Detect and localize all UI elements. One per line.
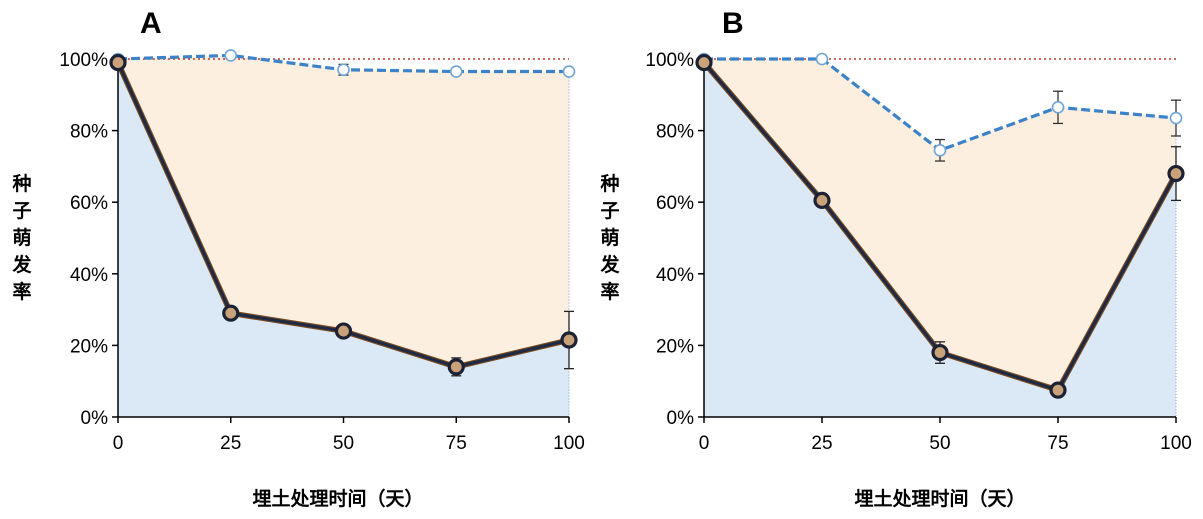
- y-tick-label: 100%: [645, 50, 694, 71]
- x-tick-label: 75: [446, 433, 467, 454]
- x-tick-label: 25: [811, 433, 832, 454]
- y-axis-label-char: 子: [12, 200, 31, 222]
- series-2-point: [813, 191, 831, 210]
- panel-b: 0% 20% 40% 60% 80% 100% 0 25 50 75 100 B 种子萌发率埋土处理时间…: [599, 7, 1191, 510]
- series-1-point: [815, 52, 829, 66]
- y-tick-label: 80%: [70, 122, 108, 143]
- upper-area-fill: [118, 55, 569, 367]
- series-2-point: [222, 304, 240, 322]
- y-tick-label: 40%: [70, 265, 108, 286]
- y-axis-label-char: 萌: [12, 226, 31, 249]
- lower-area-fill: [118, 62, 569, 417]
- x-tick-label: 100: [1160, 433, 1192, 454]
- y-axis-label-char: 发: [11, 253, 32, 276]
- x-tick-label: 25: [220, 433, 241, 454]
- y-axis-label-char: 率: [600, 280, 619, 303]
- x-tick-label: 0: [699, 433, 710, 454]
- y-tick-label: 0%: [81, 408, 109, 429]
- series-2-point: [1049, 381, 1067, 399]
- y-tick-label: 60%: [70, 193, 108, 214]
- y-tick-label: 60%: [656, 193, 694, 214]
- panel-label: B: [722, 7, 744, 40]
- y-axis-label-char: 种: [599, 173, 619, 195]
- x-axis-label: 埋土处理时间（天）: [252, 487, 423, 510]
- x-tick-label: 0: [113, 433, 124, 454]
- y-axis-label-char: 子: [600, 200, 619, 222]
- y-tick-label: 80%: [656, 122, 694, 143]
- series-1-point: [337, 63, 350, 77]
- panel-a: 0% 20% 40% 60% 80% 100% 0 25 50 75 100 A 种子萌发率埋土处理时间…: [11, 7, 584, 510]
- y-tick-label: 100%: [59, 50, 108, 71]
- series-2-point: [931, 343, 949, 362]
- upper-area-fill: [704, 59, 1176, 391]
- y-tick-label: 0%: [667, 408, 695, 429]
- x-tick-label: 50: [333, 433, 354, 454]
- series-1-point: [449, 65, 463, 78]
- series-2-point: [1167, 164, 1185, 183]
- y-axis-label-char: 萌: [600, 226, 619, 249]
- x-tick-label: 100: [553, 433, 585, 454]
- series-1-point: [224, 49, 238, 62]
- y-tick-label: 20%: [656, 336, 694, 357]
- y-tick-label: 40%: [656, 265, 694, 286]
- series-1-point: [562, 65, 576, 78]
- y-tick-label: 20%: [70, 336, 108, 357]
- series-1-point: [933, 143, 947, 157]
- series-2-point: [447, 358, 465, 376]
- series-2-point: [695, 53, 713, 72]
- panel-label: A: [140, 7, 162, 40]
- x-tick-label: 75: [1047, 433, 1068, 454]
- y-axis-label-char: 率: [12, 280, 31, 303]
- y-axis-label-char: 种: [11, 173, 31, 195]
- x-axis-label: 埋土处理时间（天）: [854, 487, 1025, 510]
- series-1-point: [1051, 101, 1065, 114]
- lower-area-fill: [704, 62, 1176, 417]
- series-1-point: [1169, 111, 1183, 125]
- y-axis-label-char: 发: [599, 253, 620, 276]
- series-2-point: [334, 322, 353, 340]
- series-2-point: [560, 331, 578, 349]
- x-tick-label: 50: [929, 433, 950, 454]
- series-2-point: [109, 53, 127, 72]
